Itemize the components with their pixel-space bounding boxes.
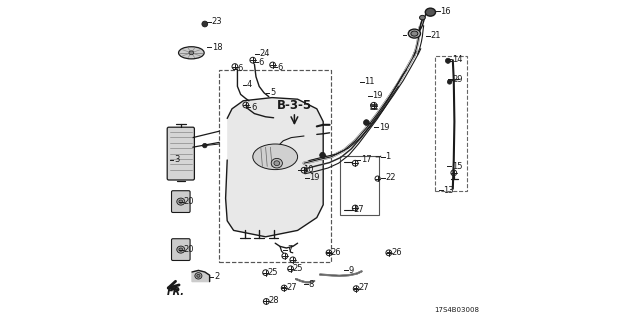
Text: 26: 26 (331, 248, 342, 257)
Polygon shape (226, 98, 323, 237)
Text: 10: 10 (303, 165, 313, 174)
Text: 17: 17 (361, 156, 372, 164)
Ellipse shape (179, 200, 183, 203)
Circle shape (320, 152, 326, 158)
Text: B-3-5: B-3-5 (277, 99, 312, 112)
Ellipse shape (425, 8, 435, 16)
Text: 12: 12 (407, 30, 417, 39)
Circle shape (447, 80, 452, 84)
Text: 17: 17 (353, 205, 364, 214)
Text: 25: 25 (292, 264, 303, 273)
Text: 6: 6 (251, 103, 256, 112)
Text: FR.: FR. (167, 287, 185, 297)
Text: 15: 15 (452, 162, 462, 171)
FancyBboxPatch shape (172, 239, 190, 260)
Text: 6: 6 (259, 58, 264, 67)
Text: 27: 27 (286, 283, 297, 292)
Polygon shape (192, 270, 210, 282)
Text: 29: 29 (452, 75, 463, 84)
Ellipse shape (274, 161, 280, 166)
Circle shape (445, 58, 451, 63)
Ellipse shape (179, 47, 204, 59)
Text: 5: 5 (270, 88, 275, 97)
Text: 19: 19 (379, 123, 389, 132)
Text: 2: 2 (214, 272, 220, 281)
Text: 4: 4 (247, 80, 252, 89)
FancyBboxPatch shape (172, 191, 190, 212)
Ellipse shape (189, 51, 194, 55)
Text: 26: 26 (391, 248, 402, 257)
Text: 20: 20 (184, 197, 194, 206)
Text: 8: 8 (308, 280, 314, 289)
Bar (219, 70, 332, 262)
Text: 28: 28 (269, 296, 279, 305)
Text: 17S4B03008: 17S4B03008 (435, 307, 479, 313)
Text: 6: 6 (237, 64, 243, 73)
Text: 27: 27 (358, 284, 369, 292)
Circle shape (202, 143, 207, 148)
Ellipse shape (195, 273, 202, 279)
Circle shape (202, 21, 207, 27)
Text: 22: 22 (385, 173, 396, 182)
Ellipse shape (420, 15, 425, 20)
Text: 23: 23 (212, 17, 223, 26)
Ellipse shape (271, 158, 282, 168)
Text: 21: 21 (431, 31, 441, 40)
Text: 13: 13 (444, 186, 454, 195)
Text: 19: 19 (372, 92, 383, 100)
Text: 6: 6 (278, 63, 283, 72)
Ellipse shape (179, 248, 183, 251)
Text: 3: 3 (174, 156, 179, 164)
Ellipse shape (253, 144, 298, 170)
Text: 19: 19 (310, 173, 320, 182)
Text: 24: 24 (260, 49, 270, 58)
Ellipse shape (177, 246, 185, 253)
Ellipse shape (197, 274, 200, 277)
Ellipse shape (177, 198, 185, 205)
Text: 14: 14 (452, 55, 462, 64)
Text: 1: 1 (385, 152, 390, 161)
Bar (435, 56, 467, 191)
Circle shape (364, 120, 369, 125)
Text: 18: 18 (212, 43, 223, 52)
Text: 25: 25 (268, 268, 278, 277)
Ellipse shape (408, 29, 420, 38)
Text: 11: 11 (365, 77, 375, 86)
Text: 9: 9 (349, 266, 354, 275)
Text: 20: 20 (184, 245, 194, 254)
FancyBboxPatch shape (167, 127, 195, 180)
Text: 16: 16 (440, 7, 451, 16)
Ellipse shape (411, 31, 418, 36)
Bar (340, 156, 379, 215)
Text: 7: 7 (288, 245, 293, 254)
